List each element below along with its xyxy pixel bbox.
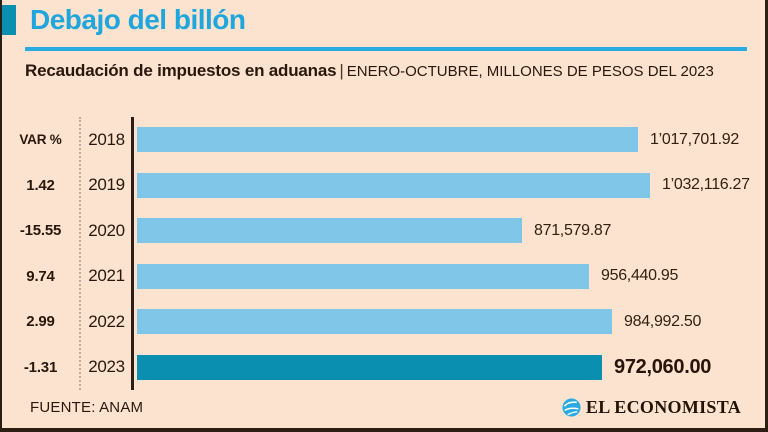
year-label: 2023: [88, 357, 125, 377]
bar-2018: [137, 127, 638, 153]
bar-value-label: 984,992.50: [624, 312, 702, 330]
year-label: 2020: [88, 220, 125, 240]
chart-row-2020: -15.55 2020 871,579.87: [2, 208, 768, 254]
bar-value-label: 1’032,116.27: [662, 176, 750, 194]
subtitle-separator: |: [339, 61, 344, 80]
year-label: 2022: [88, 311, 125, 331]
brand-name: EL ECONOMISTA: [585, 397, 741, 417]
chart-row-2023: -1.31 2023 972,060.00: [2, 345, 768, 391]
chart-row-2018: VAR % 2018 1’017,701.92: [2, 117, 768, 163]
brand-logo: EL ECONOMISTA: [562, 397, 741, 418]
var-pct-label: -15.55: [19, 222, 62, 240]
var-column-header: VAR %: [19, 132, 62, 148]
y-axis-line: [131, 117, 134, 390]
chart-subtitle-detail: ENERO-OCTUBRE, MILLONES DE PESOS DEL 202…: [346, 63, 714, 80]
dotted-column-separator: [79, 117, 81, 390]
chart-row-2019: 1.42 2019 1’032,116.27: [2, 163, 768, 209]
bar-2020: [137, 218, 522, 244]
chart-subtitle-main: Recaudación de impuestos en aduanas: [25, 61, 337, 80]
year-label: 2019: [88, 175, 125, 195]
source-credit: FUENTE: ANAM: [30, 399, 144, 416]
title-accent-square: [2, 5, 16, 35]
el-economista-globe-icon: [562, 398, 581, 417]
bar-2019: [137, 172, 650, 198]
chart-subtitle: Recaudación de impuestos en aduanas | ENER…: [25, 60, 725, 82]
title-divider-rule: [25, 47, 747, 51]
bar-value-label-highlight: 972,060.00: [614, 355, 712, 378]
chart-row-2021: 9.74 2021 956,440.95: [2, 254, 768, 300]
page-title: Debajo del billón: [30, 4, 246, 35]
var-pct-label: 9.74: [26, 267, 55, 285]
year-label: 2021: [88, 266, 125, 286]
var-pct-label: 2.99: [26, 313, 55, 331]
bar-value-label: 956,440.95: [601, 267, 679, 285]
bar-2023-highlight: [137, 354, 602, 380]
var-pct-label: 1.42: [26, 176, 55, 194]
bar-value-label: 1’017,701.92: [650, 130, 739, 148]
var-pct-label: -1.31: [23, 358, 58, 376]
bar-2021: [137, 263, 589, 289]
chart-row-2022: 2.99 2022 984,992.50: [2, 299, 768, 345]
year-label: 2018: [88, 129, 125, 149]
bar-2022: [137, 309, 612, 335]
bar-chart: VAR % 2018 1’017,701.92 1.42 2019 1’032,…: [2, 117, 768, 390]
bar-value-label: 871,579.87: [534, 221, 612, 239]
